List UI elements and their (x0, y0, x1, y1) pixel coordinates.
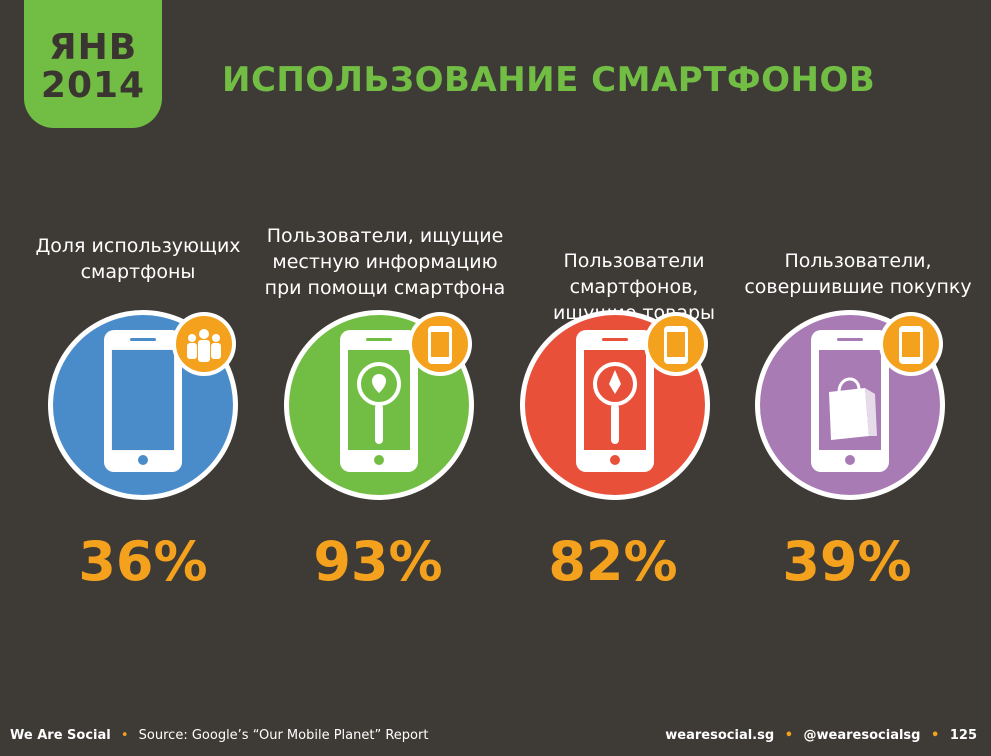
stat-label-line: Доля использующих (35, 235, 241, 257)
stat-circle (755, 310, 945, 500)
smartphone-icon (576, 330, 654, 472)
stat-value: 39% (782, 530, 912, 593)
stat-label-line: местную информацию (272, 251, 498, 273)
stat-label-line: Пользователи, ищущие (266, 225, 504, 247)
stat-value: 93% (313, 530, 443, 593)
page-number: 125 (949, 728, 977, 743)
page-title: ИСПОЛЬЗОВАНИЕ СМАРТФОНОВ (222, 60, 876, 100)
stat-label: Доля использующих смартфоны (13, 233, 263, 285)
footer-brand: We Are Social (10, 728, 111, 743)
footer-separator: • (931, 728, 940, 743)
shopping-bag-icon (829, 377, 877, 440)
footer-separator: • (120, 728, 129, 743)
footer-meta: wearesocial.sg • @wearesocialsg • 125 (665, 728, 977, 743)
date-badge: ЯНВ 2014 (24, 0, 162, 128)
date-year: 2014 (40, 65, 146, 106)
stat-label-line: Пользователи смартфонов, (563, 250, 705, 298)
smartphone-icon (879, 312, 943, 376)
smartphone-icon (340, 330, 418, 472)
footer-separator: • (784, 728, 794, 743)
footer-site-link[interactable]: wearesocial.sg (665, 728, 775, 743)
footer-handle-link[interactable]: @wearesocialsg (803, 728, 921, 743)
search-pen-icon (593, 362, 637, 444)
stat-circle (284, 310, 474, 500)
stat-circle (520, 310, 710, 500)
stat-label-line: смартфоны (80, 261, 196, 283)
stat-label-line: Пользователи, (784, 250, 932, 272)
stat-value: 36% (78, 530, 208, 593)
people-icon (172, 312, 236, 376)
map-pin-icon (357, 362, 401, 444)
stat-label: Пользователи, ищущие местную информацию … (260, 223, 510, 301)
stat-circle (48, 310, 238, 500)
date-month: ЯНВ (48, 27, 138, 68)
smartphone-icon (644, 312, 708, 376)
footer-source: We Are Social • Source: Google’s “Our Mo… (10, 728, 428, 743)
smartphone-icon (408, 312, 472, 376)
smartphone-icon (104, 330, 182, 472)
stat-label-line: при помощи смартфона (264, 277, 506, 299)
stat-value: 82% (548, 530, 678, 593)
stat-label-line: совершившие покупку (744, 276, 972, 298)
footer-source-text: Source: Google’s “Our Mobile Planet” Rep… (138, 728, 429, 743)
stat-label: Пользователи, совершившие покупку (733, 248, 983, 300)
